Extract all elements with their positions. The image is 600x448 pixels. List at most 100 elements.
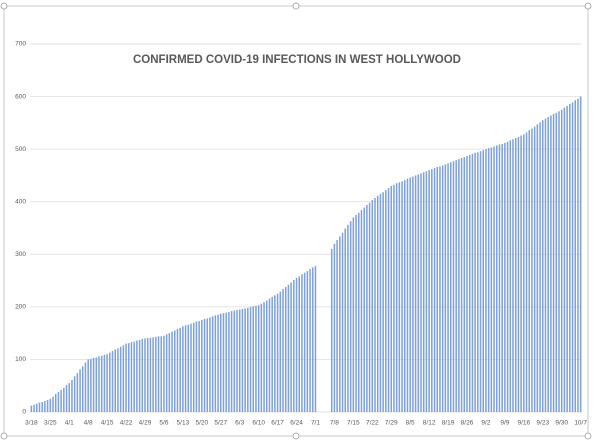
bar <box>68 383 70 412</box>
bar <box>509 140 512 412</box>
bar <box>255 305 257 412</box>
bar <box>76 373 79 412</box>
bar <box>241 308 244 412</box>
bar <box>168 333 171 412</box>
bar <box>385 190 387 412</box>
bar <box>395 183 398 412</box>
bar <box>544 118 547 412</box>
handle[interactable] <box>292 432 300 440</box>
bar <box>379 193 382 412</box>
x-tick-label: 4/8 <box>84 420 93 427</box>
bar <box>569 103 571 412</box>
bar <box>368 202 371 412</box>
bar <box>406 178 409 412</box>
bar <box>420 173 422 412</box>
bar <box>298 276 300 412</box>
bar <box>63 387 65 412</box>
x-tick-label: 4/29 <box>139 420 152 427</box>
bar <box>474 152 476 412</box>
bar <box>487 148 490 412</box>
bar <box>496 145 498 412</box>
bar <box>309 269 311 412</box>
bar <box>455 160 457 412</box>
bar <box>206 318 208 412</box>
bar <box>236 310 238 412</box>
resize-handles[interactable] <box>0 2 592 440</box>
bar <box>111 351 114 412</box>
bar <box>54 394 57 412</box>
bar <box>450 162 452 412</box>
y-tick-label: 100 <box>15 356 26 363</box>
bar <box>222 313 225 412</box>
bar <box>525 132 528 412</box>
x-tick-label: 4/1 <box>65 420 74 427</box>
bar <box>119 346 122 412</box>
x-tick-label: 3/25 <box>44 420 57 427</box>
handle[interactable] <box>0 432 8 440</box>
bar <box>160 336 162 412</box>
bar <box>506 141 509 413</box>
bar <box>230 311 233 412</box>
bar <box>463 157 466 412</box>
bar <box>82 366 84 412</box>
bar <box>247 307 249 412</box>
bar <box>387 188 390 412</box>
x-tick-label: 3/18 <box>25 420 38 427</box>
x-tick-label: 6/24 <box>290 420 303 427</box>
bar <box>542 120 544 412</box>
bar <box>295 277 298 412</box>
x-tick-label: 4/15 <box>101 420 114 427</box>
bar <box>547 117 549 413</box>
x-tick-label: 7/8 <box>330 420 339 427</box>
handle[interactable] <box>584 432 592 440</box>
bar <box>33 404 35 412</box>
bar <box>479 151 482 412</box>
chart-title: CONFIRMED COVID-19 INFECTIONS IN WEST HO… <box>133 54 461 66</box>
x-tick-label: 7/15 <box>347 420 360 427</box>
handle[interactable] <box>292 2 300 10</box>
x-tick-label: 6/3 <box>235 420 244 427</box>
bar <box>100 355 103 412</box>
bar <box>79 369 81 412</box>
bar <box>228 312 230 412</box>
bar <box>428 170 430 412</box>
bar <box>279 291 282 412</box>
bar <box>209 317 211 412</box>
bar <box>233 310 236 412</box>
x-tick-label: 4/22 <box>120 420 133 427</box>
bar <box>73 376 76 412</box>
bar <box>114 349 116 412</box>
bar <box>439 166 441 412</box>
y-tick-label: 700 <box>15 41 26 48</box>
bar <box>257 305 260 412</box>
x-tick-label: 8/5 <box>406 420 415 427</box>
bar <box>355 214 357 412</box>
bar <box>404 180 406 412</box>
bar <box>130 342 133 412</box>
bar <box>41 402 43 412</box>
x-tick-label: 9/23 <box>536 420 549 427</box>
bar <box>182 326 184 412</box>
handle[interactable] <box>0 2 8 10</box>
bar <box>52 396 54 412</box>
bar <box>195 321 198 412</box>
bar <box>203 318 206 412</box>
handle[interactable] <box>584 2 592 10</box>
bar <box>560 109 563 412</box>
bar <box>433 168 436 412</box>
bar <box>520 135 522 412</box>
bar <box>92 357 95 412</box>
bar <box>155 336 157 412</box>
bar <box>425 171 428 412</box>
bar <box>217 314 219 412</box>
bar <box>555 112 558 413</box>
bar <box>192 322 195 412</box>
bar <box>550 115 552 413</box>
bar <box>266 300 268 412</box>
bar <box>141 338 144 412</box>
bar <box>271 296 273 412</box>
bar <box>136 340 138 412</box>
y-tick-label: 0 <box>22 409 26 416</box>
bar <box>363 207 365 412</box>
